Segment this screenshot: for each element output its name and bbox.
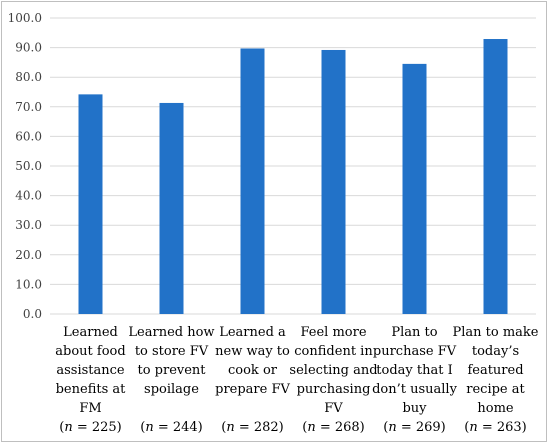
y-tick-label: 80.0 [15,70,42,84]
category-label-line: Feel more [300,325,366,340]
category-label-line: spoilage [144,382,199,397]
category-label-line: FV [324,401,343,416]
category-label-line: confident in [294,344,373,359]
category-label-line: about food [55,344,125,359]
category-label-line: today that I [376,363,452,378]
category-label-line: assistance [56,363,125,378]
category-label-line: purchasing [297,382,371,397]
category-label-line: prepare FV [215,382,290,397]
y-tick-label: 20.0 [15,248,42,262]
category-label-line: don’t usually [372,382,457,397]
sample-size-label: (n = 268) [302,420,365,435]
category-label-line: benefits at [56,382,127,397]
y-tick-label: 90.0 [15,41,42,55]
category-label-line: Learned how [128,325,214,340]
y-tick-label: 0.0 [23,307,42,321]
sample-size-label: (n = 282) [221,420,284,435]
category-label-line: recipe at [466,382,525,397]
category-label-line: Plan to make [453,325,539,340]
category-label-line: Plan to [391,325,437,340]
category-label-line: cook or [228,363,278,378]
category-label-line: new way to [215,344,290,359]
category-label-line: today’s [472,344,519,359]
category-label-line: Learned [63,325,118,340]
category-label-line: purchase FV [373,344,457,359]
sample-size-label: (n = 263) [464,420,527,435]
y-tick-label: 10.0 [15,277,42,291]
bar [483,39,508,315]
y-tick-label: 100.0 [8,11,42,25]
category-label-line: to prevent [137,363,206,378]
bar [240,48,265,314]
category-label-line: selecting and [289,363,377,378]
bar [321,49,346,315]
x-axis-labels: Learned about food assistance benefits at FM… [55,325,539,435]
y-tick-label: 70.0 [15,100,42,114]
category-label-line: featured [467,363,523,378]
category-label-line: home [477,401,514,416]
category-label-line: to store FV [135,344,209,359]
bar [402,63,427,314]
y-tick-label: 50.0 [15,159,42,173]
y-tick-label: 60.0 [15,129,42,143]
y-axis-ticks: 0.0 10.0 20.0 30.0 40.0 50.0 60.0 70.0 80.0 90.0 1… [8,11,42,321]
category-label-line: Learned a [219,325,286,340]
sample-size-label: (n = 244) [140,420,203,435]
y-tick-label: 40.0 [15,189,42,203]
gridlines [50,17,536,315]
bar [159,102,184,315]
category-label-line: buy [402,401,427,416]
bars [78,39,508,315]
y-tick-label: 30.0 [15,218,42,232]
category-label-line: FM [79,401,101,416]
sample-size-label: (n = 269) [383,420,446,435]
sample-size-label: (n = 225) [59,420,122,435]
bar [78,94,103,314]
